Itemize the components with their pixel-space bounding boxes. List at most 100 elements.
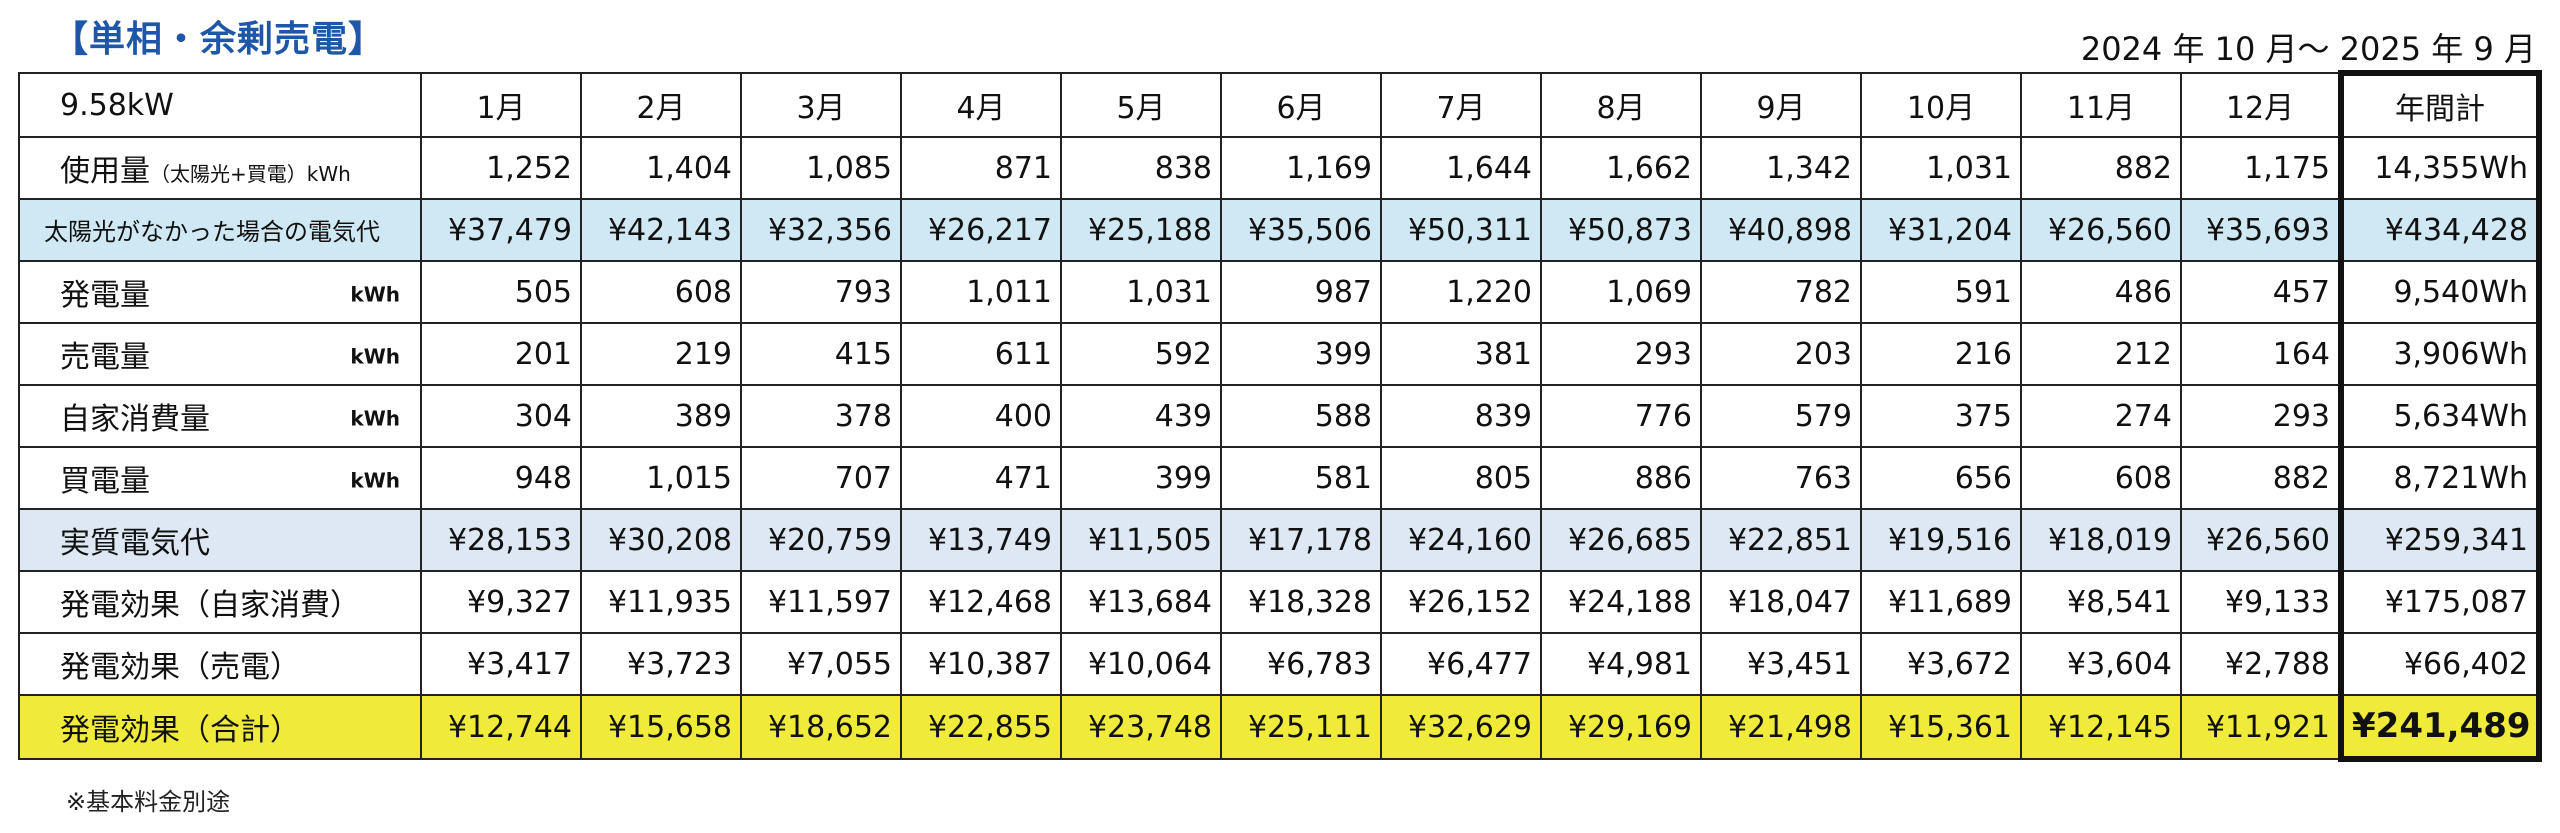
value-cell: ¥35,506 <box>1220 198 1382 262</box>
total-header: 年間計 <box>2338 70 2542 138</box>
table-row: 自家消費量 kWh 304 389 378 400 439 588 839 776 579 375 27… <box>18 384 2542 448</box>
table-row: 太陽光がなかった場合の電気代 ¥37,479 ¥42,143 ¥32,356 ¥26,2… <box>18 198 2542 262</box>
value-cell: 591 <box>1860 260 2022 324</box>
value-cell: 882 <box>2020 136 2182 200</box>
value-cell: 1,662 <box>1540 136 1702 200</box>
value-cell: ¥12,744 <box>420 694 582 760</box>
value-cell: 763 <box>1700 446 1862 510</box>
value-cell: 838 <box>1060 136 1222 200</box>
row-label-text: 発電効果（合計） <box>60 713 300 748</box>
row-label: 使用量（太陽光+買電）kWh <box>18 136 422 200</box>
month-header: 11月 <box>2020 72 2182 138</box>
value-cell: 389 <box>580 384 742 448</box>
value-cell: 886 <box>1540 446 1702 510</box>
row-label: 発電効果（売電） <box>18 632 422 696</box>
value-cell: 164 <box>2180 322 2342 386</box>
month-header: 9月 <box>1700 72 1862 138</box>
value-cell: 579 <box>1700 384 1862 448</box>
value-cell: ¥23,748 <box>1060 694 1222 760</box>
total-cell: ¥175,087 <box>2338 570 2542 634</box>
value-cell: 782 <box>1700 260 1862 324</box>
value-cell: 1,069 <box>1540 260 1702 324</box>
row-label: 発電効果（自家消費） <box>18 570 422 634</box>
value-cell: ¥31,204 <box>1860 198 2022 262</box>
month-header: 10月 <box>1860 72 2022 138</box>
total-cell: 9,540Wh <box>2338 260 2542 324</box>
value-cell: ¥22,855 <box>900 694 1062 760</box>
table-row: 発電効果（自家消費） ¥9,327 ¥11,935 ¥11,597 ¥12,468 ¥13… <box>18 570 2542 634</box>
value-cell: ¥42,143 <box>580 198 742 262</box>
value-cell: 1,175 <box>2180 136 2342 200</box>
value-cell: ¥9,133 <box>2180 570 2342 634</box>
value-cell: ¥11,505 <box>1060 508 1222 572</box>
value-cell: 399 <box>1060 446 1222 510</box>
value-cell: 592 <box>1060 322 1222 386</box>
value-cell: ¥18,047 <box>1700 570 1862 634</box>
value-cell: 588 <box>1220 384 1382 448</box>
value-cell: 793 <box>740 260 902 324</box>
value-cell: 471 <box>900 446 1062 510</box>
value-cell: ¥11,597 <box>740 570 902 634</box>
value-cell: ¥4,981 <box>1540 632 1702 696</box>
value-cell: ¥11,921 <box>2180 694 2342 760</box>
value-cell: 203 <box>1700 322 1862 386</box>
total-cell: ¥66,402 <box>2338 632 2542 696</box>
value-cell: 216 <box>1860 322 2022 386</box>
value-cell: 839 <box>1380 384 1542 448</box>
value-cell: ¥50,311 <box>1380 198 1542 262</box>
value-cell: 378 <box>740 384 902 448</box>
value-cell: ¥18,328 <box>1220 570 1382 634</box>
value-cell: ¥37,479 <box>420 198 582 262</box>
value-cell: ¥15,361 <box>1860 694 2022 760</box>
row-label-text: 買電量 <box>60 464 150 499</box>
table-row: 売電量 kWh 201 219 415 611 592 399 381 293 203 216 212 1… <box>18 322 2542 386</box>
value-cell: 400 <box>900 384 1062 448</box>
value-cell: 1,015 <box>580 446 742 510</box>
month-header: 12月 <box>2180 72 2342 138</box>
table-row: 買電量 kWh 948 1,015 707 471 399 581 805 886 763 656 60… <box>18 446 2542 510</box>
row-label-text: 太陽光がなかった場合の電気代 <box>44 218 380 246</box>
value-cell: ¥10,064 <box>1060 632 1222 696</box>
row-label-text: 実質電気代 <box>60 526 210 561</box>
value-cell: ¥21,498 <box>1700 694 1862 760</box>
month-header: 2月 <box>580 72 742 138</box>
value-cell: ¥9,327 <box>420 570 582 634</box>
value-cell: 439 <box>1060 384 1222 448</box>
value-cell: 1,031 <box>1060 260 1222 324</box>
row-label: 売電量 kWh <box>18 322 422 386</box>
table-row: 発電量 kWh 505 608 793 1,011 1,031 987 1,220 1,069 78… <box>18 260 2542 324</box>
value-cell: ¥40,898 <box>1700 198 1862 262</box>
table-row: 使用量（太陽光+買電）kWh 1,252 1,404 1,085 871 838 1,169… <box>18 136 2542 200</box>
row-label-text: 売電量 <box>60 340 150 375</box>
row-sublabel: （太陽光+買電）kWh <box>150 162 351 186</box>
value-cell: ¥50,873 <box>1540 198 1702 262</box>
value-cell: ¥12,145 <box>2020 694 2182 760</box>
value-cell: 381 <box>1380 322 1542 386</box>
period-label: 2024 年 10 月～ 2025 年 9 月 <box>2080 30 2536 68</box>
value-cell: 219 <box>580 322 742 386</box>
value-cell: ¥11,689 <box>1860 570 2022 634</box>
capacity-cell: 9.58kW <box>18 72 422 138</box>
value-cell: 987 <box>1220 260 1382 324</box>
value-cell: ¥19,516 <box>1860 508 2022 572</box>
value-cell: 611 <box>900 322 1062 386</box>
value-cell: ¥8,541 <box>2020 570 2182 634</box>
row-label: 実質電気代 <box>18 508 422 572</box>
total-cell: 14,355Wh <box>2338 136 2542 200</box>
value-cell: 1,085 <box>740 136 902 200</box>
value-cell: 656 <box>1860 446 2022 510</box>
value-cell: 1,031 <box>1860 136 2022 200</box>
value-cell: 608 <box>2020 446 2182 510</box>
value-cell: ¥25,188 <box>1060 198 1222 262</box>
row-label-text: 使用量 <box>60 154 150 189</box>
value-cell: 293 <box>2180 384 2342 448</box>
value-cell: 399 <box>1220 322 1382 386</box>
row-unit: kWh <box>350 282 400 307</box>
value-cell: 1,644 <box>1380 136 1542 200</box>
value-cell: 1,252 <box>420 136 582 200</box>
month-header: 6月 <box>1220 72 1382 138</box>
value-cell: ¥24,160 <box>1380 508 1542 572</box>
value-cell: ¥7,055 <box>740 632 902 696</box>
total-cell: 3,906Wh <box>2338 322 2542 386</box>
row-unit: kWh <box>350 468 400 493</box>
